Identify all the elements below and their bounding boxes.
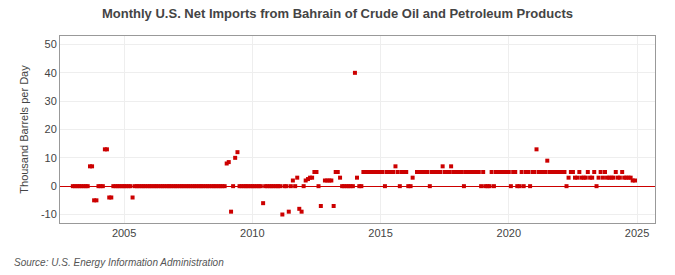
svg-text:Source: U.S. Energy Informatio: Source: U.S. Energy Information Administ… <box>14 257 224 268</box>
svg-text:Monthly U.S. Net Imports from: Monthly U.S. Net Imports from Bahrain of… <box>102 6 573 21</box>
svg-text:2010: 2010 <box>240 227 264 239</box>
svg-text:0: 0 <box>51 180 57 192</box>
svg-text:40: 40 <box>45 67 57 79</box>
svg-text:30: 30 <box>45 95 57 107</box>
svg-text:2015: 2015 <box>368 227 392 239</box>
svg-text:-10: -10 <box>41 208 57 220</box>
svg-text:2020: 2020 <box>497 227 521 239</box>
svg-text:2005: 2005 <box>112 227 136 239</box>
svg-text:Thousand Barrels per Day: Thousand Barrels per Day <box>18 65 30 194</box>
svg-text:2025: 2025 <box>625 227 649 239</box>
svg-text:50: 50 <box>45 38 57 50</box>
svg-text:20: 20 <box>45 123 57 135</box>
svg-text:10: 10 <box>45 152 57 164</box>
